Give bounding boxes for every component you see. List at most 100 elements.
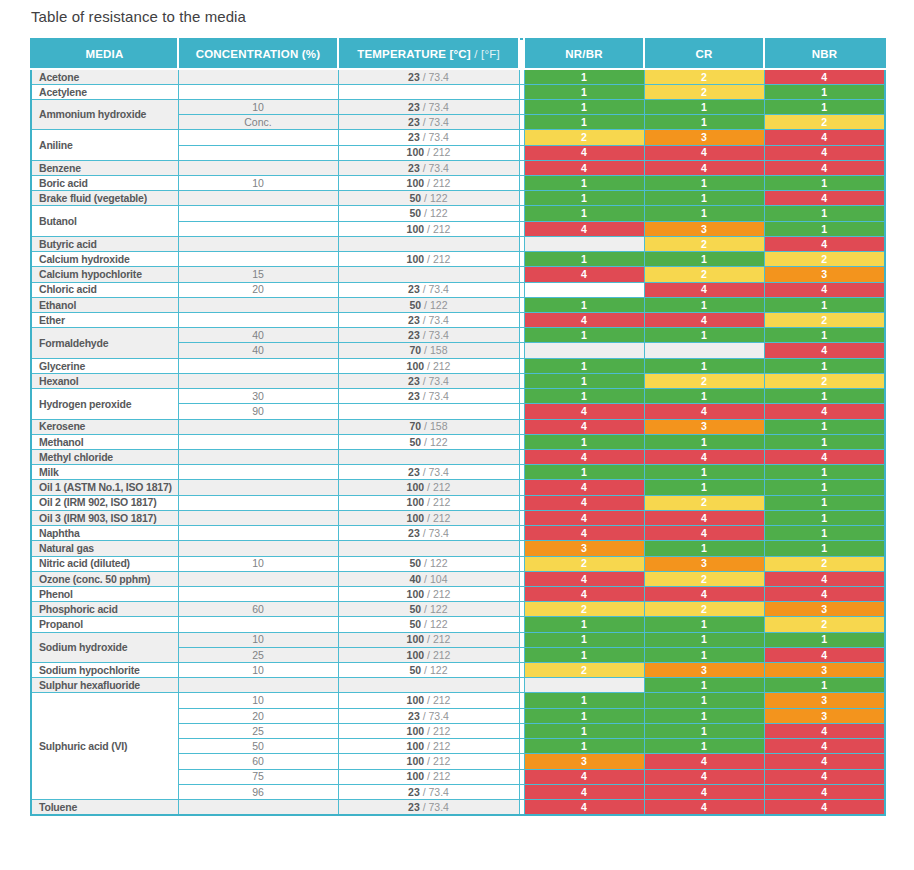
temperature-fahrenheit-value: / 73.4: [420, 786, 449, 798]
media-cell: Ethanol: [31, 297, 178, 312]
rating-cell-nr-br: 4: [524, 145, 644, 160]
temperature-fahrenheit-value: / 73.4: [420, 390, 449, 402]
rating-cell-nbr: 2: [764, 373, 885, 388]
temperature-celsius-value: 23: [408, 801, 420, 813]
temperature-fahrenheit-value: / 73.4: [420, 375, 449, 387]
rating-cell-cr: 4: [644, 145, 764, 160]
rating-cell-nr-br: 4: [524, 419, 644, 434]
rating-cell-nbr: 1: [764, 389, 885, 404]
rating-cell-cr: 1: [644, 434, 764, 449]
media-cell: Kerosene: [31, 419, 178, 434]
rating-cell-nr-br: 4: [524, 449, 644, 464]
concentration-cell: [178, 465, 338, 480]
rating-cell-cr: 1: [644, 328, 764, 343]
temperature-fahrenheit-value: / 212: [424, 740, 450, 752]
concentration-cell: 10: [178, 632, 338, 647]
rating-cell-nbr: 2: [764, 556, 885, 571]
media-cell: Acetone: [31, 69, 178, 84]
rating-cell-cr: 1: [644, 297, 764, 312]
concentration-cell: [178, 571, 338, 586]
media-cell: Nitric acid (diluted): [31, 556, 178, 571]
col-header-media: MEDIA: [31, 39, 178, 69]
concentration-cell: [178, 678, 338, 693]
temperature-celsius-value: 100: [407, 740, 425, 752]
col-header-cr: CR: [644, 39, 764, 69]
temperature-cell: [338, 541, 519, 556]
media-cell: Aniline: [31, 130, 178, 160]
temperature-fahrenheit-value: / 212: [424, 694, 450, 706]
media-cell: Methanol: [31, 434, 178, 449]
temperature-cell: 100 / 212: [338, 145, 519, 160]
table-row: Phenol100 / 212444: [31, 586, 885, 601]
temperature-celsius-value: 100: [407, 725, 425, 737]
concentration-cell: 10: [178, 556, 338, 571]
table-row: Nitric acid (diluted)1050 / 122232: [31, 556, 885, 571]
rating-cell-cr: 4: [644, 754, 764, 769]
rating-cell-nbr: 2: [764, 252, 885, 267]
temperature-celsius-value: 50: [410, 618, 422, 630]
rating-cell-nr-br: 1: [524, 206, 644, 221]
rating-cell-cr: 1: [644, 647, 764, 662]
rating-cell-cr: 3: [644, 221, 764, 236]
media-cell: Acetylene: [31, 84, 178, 99]
concentration-cell: [178, 358, 338, 373]
temperature-fahrenheit-value: / 73.4: [420, 329, 449, 341]
rating-cell-nr-br: 2: [524, 556, 644, 571]
concentration-cell: 20: [178, 708, 338, 723]
rating-cell-nr-br: 3: [524, 754, 644, 769]
rating-cell-cr: 2: [644, 571, 764, 586]
rating-cell-cr: 4: [644, 800, 764, 815]
rating-cell-nr-br: 4: [524, 586, 644, 601]
rating-cell-cr: 4: [644, 526, 764, 541]
temperature-fahrenheit-value: / 122: [421, 436, 447, 448]
rating-cell-nbr: 1: [764, 419, 885, 434]
rating-cell-cr: 1: [644, 358, 764, 373]
concentration-cell: [178, 480, 338, 495]
temperature-fahrenheit-value: / 212: [424, 755, 450, 767]
rating-cell-nbr: 4: [764, 754, 885, 769]
temperature-celsius-value: 23: [408, 283, 420, 295]
rating-cell-cr: 1: [644, 708, 764, 723]
temperature-celsius-value: 100: [407, 496, 425, 508]
rating-cell-cr: 1: [644, 617, 764, 632]
temperature-celsius-value: 23: [408, 116, 420, 128]
rating-cell-cr: 4: [644, 510, 764, 525]
temperature-celsius-value: 100: [407, 588, 425, 600]
rating-cell-nr-br: 1: [524, 723, 644, 738]
temperature-cell: 50 / 122: [338, 434, 519, 449]
temperature-fahrenheit-value: / 122: [421, 664, 447, 676]
temperature-fahrenheit-value: / 122: [421, 192, 447, 204]
media-cell: Methyl chloride: [31, 449, 178, 464]
rating-cell-nbr: 1: [764, 678, 885, 693]
concentration-cell: [178, 84, 338, 99]
media-cell: Benzene: [31, 160, 178, 175]
rating-cell-cr: 2: [644, 495, 764, 510]
table-row: Kerosene70 / 158431: [31, 419, 885, 434]
table-row: Ethanol50 / 122111: [31, 297, 885, 312]
temperature-fahrenheit-value: / 212: [424, 177, 450, 189]
temperature-cell: 100 / 212: [338, 723, 519, 738]
temperature-celsius-value: 100: [407, 770, 425, 782]
temperature-cell: 50 / 122: [338, 556, 519, 571]
media-cell: Calcium hypochlorite: [31, 267, 178, 282]
table-row: Calcium hydroxide100 / 212112: [31, 252, 885, 267]
rating-cell-nr-br: 4: [524, 510, 644, 525]
temperature-celsius-value: 100: [407, 253, 425, 265]
media-cell: Chloric acid: [31, 282, 178, 297]
temperature-fahrenheit-value: / 212: [424, 633, 450, 645]
rating-cell-nbr: 3: [764, 602, 885, 617]
table-row: Ammonium hydroxide1023 / 73.4111: [31, 99, 885, 114]
rating-cell-nr-br: 1: [524, 739, 644, 754]
table-row: Methyl chloride444: [31, 449, 885, 464]
temperature-cell: [338, 267, 519, 282]
rating-cell-nr-br: 4: [524, 267, 644, 282]
rating-cell-nr-br: 2: [524, 602, 644, 617]
rating-cell-nr-br: 4: [524, 800, 644, 815]
table-body: Acetone23 / 73.4124Acetylene121Ammonium …: [31, 69, 885, 815]
rating-cell-cr: 4: [644, 449, 764, 464]
rating-cell-nbr: 4: [764, 586, 885, 601]
rating-cell-cr: 1: [644, 739, 764, 754]
concentration-cell: [178, 510, 338, 525]
table-row: Naphtha23 / 73.4441: [31, 526, 885, 541]
concentration-cell: [178, 236, 338, 251]
